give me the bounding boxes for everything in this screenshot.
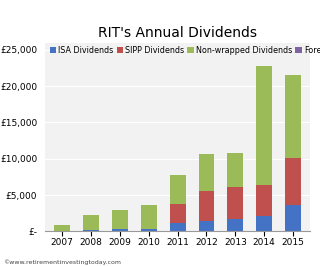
- Bar: [112, 229, 128, 231]
- Bar: [141, 205, 157, 229]
- Bar: [256, 66, 272, 185]
- Bar: [285, 74, 301, 158]
- Bar: [228, 219, 243, 231]
- Title: RIT's Annual Dividends: RIT's Annual Dividends: [98, 26, 257, 40]
- Bar: [141, 229, 157, 231]
- Bar: [285, 205, 301, 231]
- Bar: [256, 185, 272, 216]
- Bar: [170, 204, 186, 223]
- Bar: [198, 191, 214, 221]
- Bar: [83, 215, 99, 230]
- Bar: [54, 225, 70, 231]
- Bar: [198, 155, 214, 191]
- Bar: [228, 153, 243, 187]
- Bar: [170, 175, 186, 204]
- Bar: [112, 210, 128, 229]
- Legend: ISA Dividends, SIPP Dividends, Non-wrapped Dividends, Forecast: ISA Dividends, SIPP Dividends, Non-wrapp…: [49, 45, 320, 55]
- Bar: [83, 230, 99, 231]
- Text: ©www.retirementinvestingtoday.com: ©www.retirementinvestingtoday.com: [3, 259, 121, 265]
- Bar: [170, 223, 186, 231]
- Bar: [256, 216, 272, 231]
- Bar: [285, 158, 301, 205]
- Bar: [228, 187, 243, 219]
- Bar: [198, 221, 214, 231]
